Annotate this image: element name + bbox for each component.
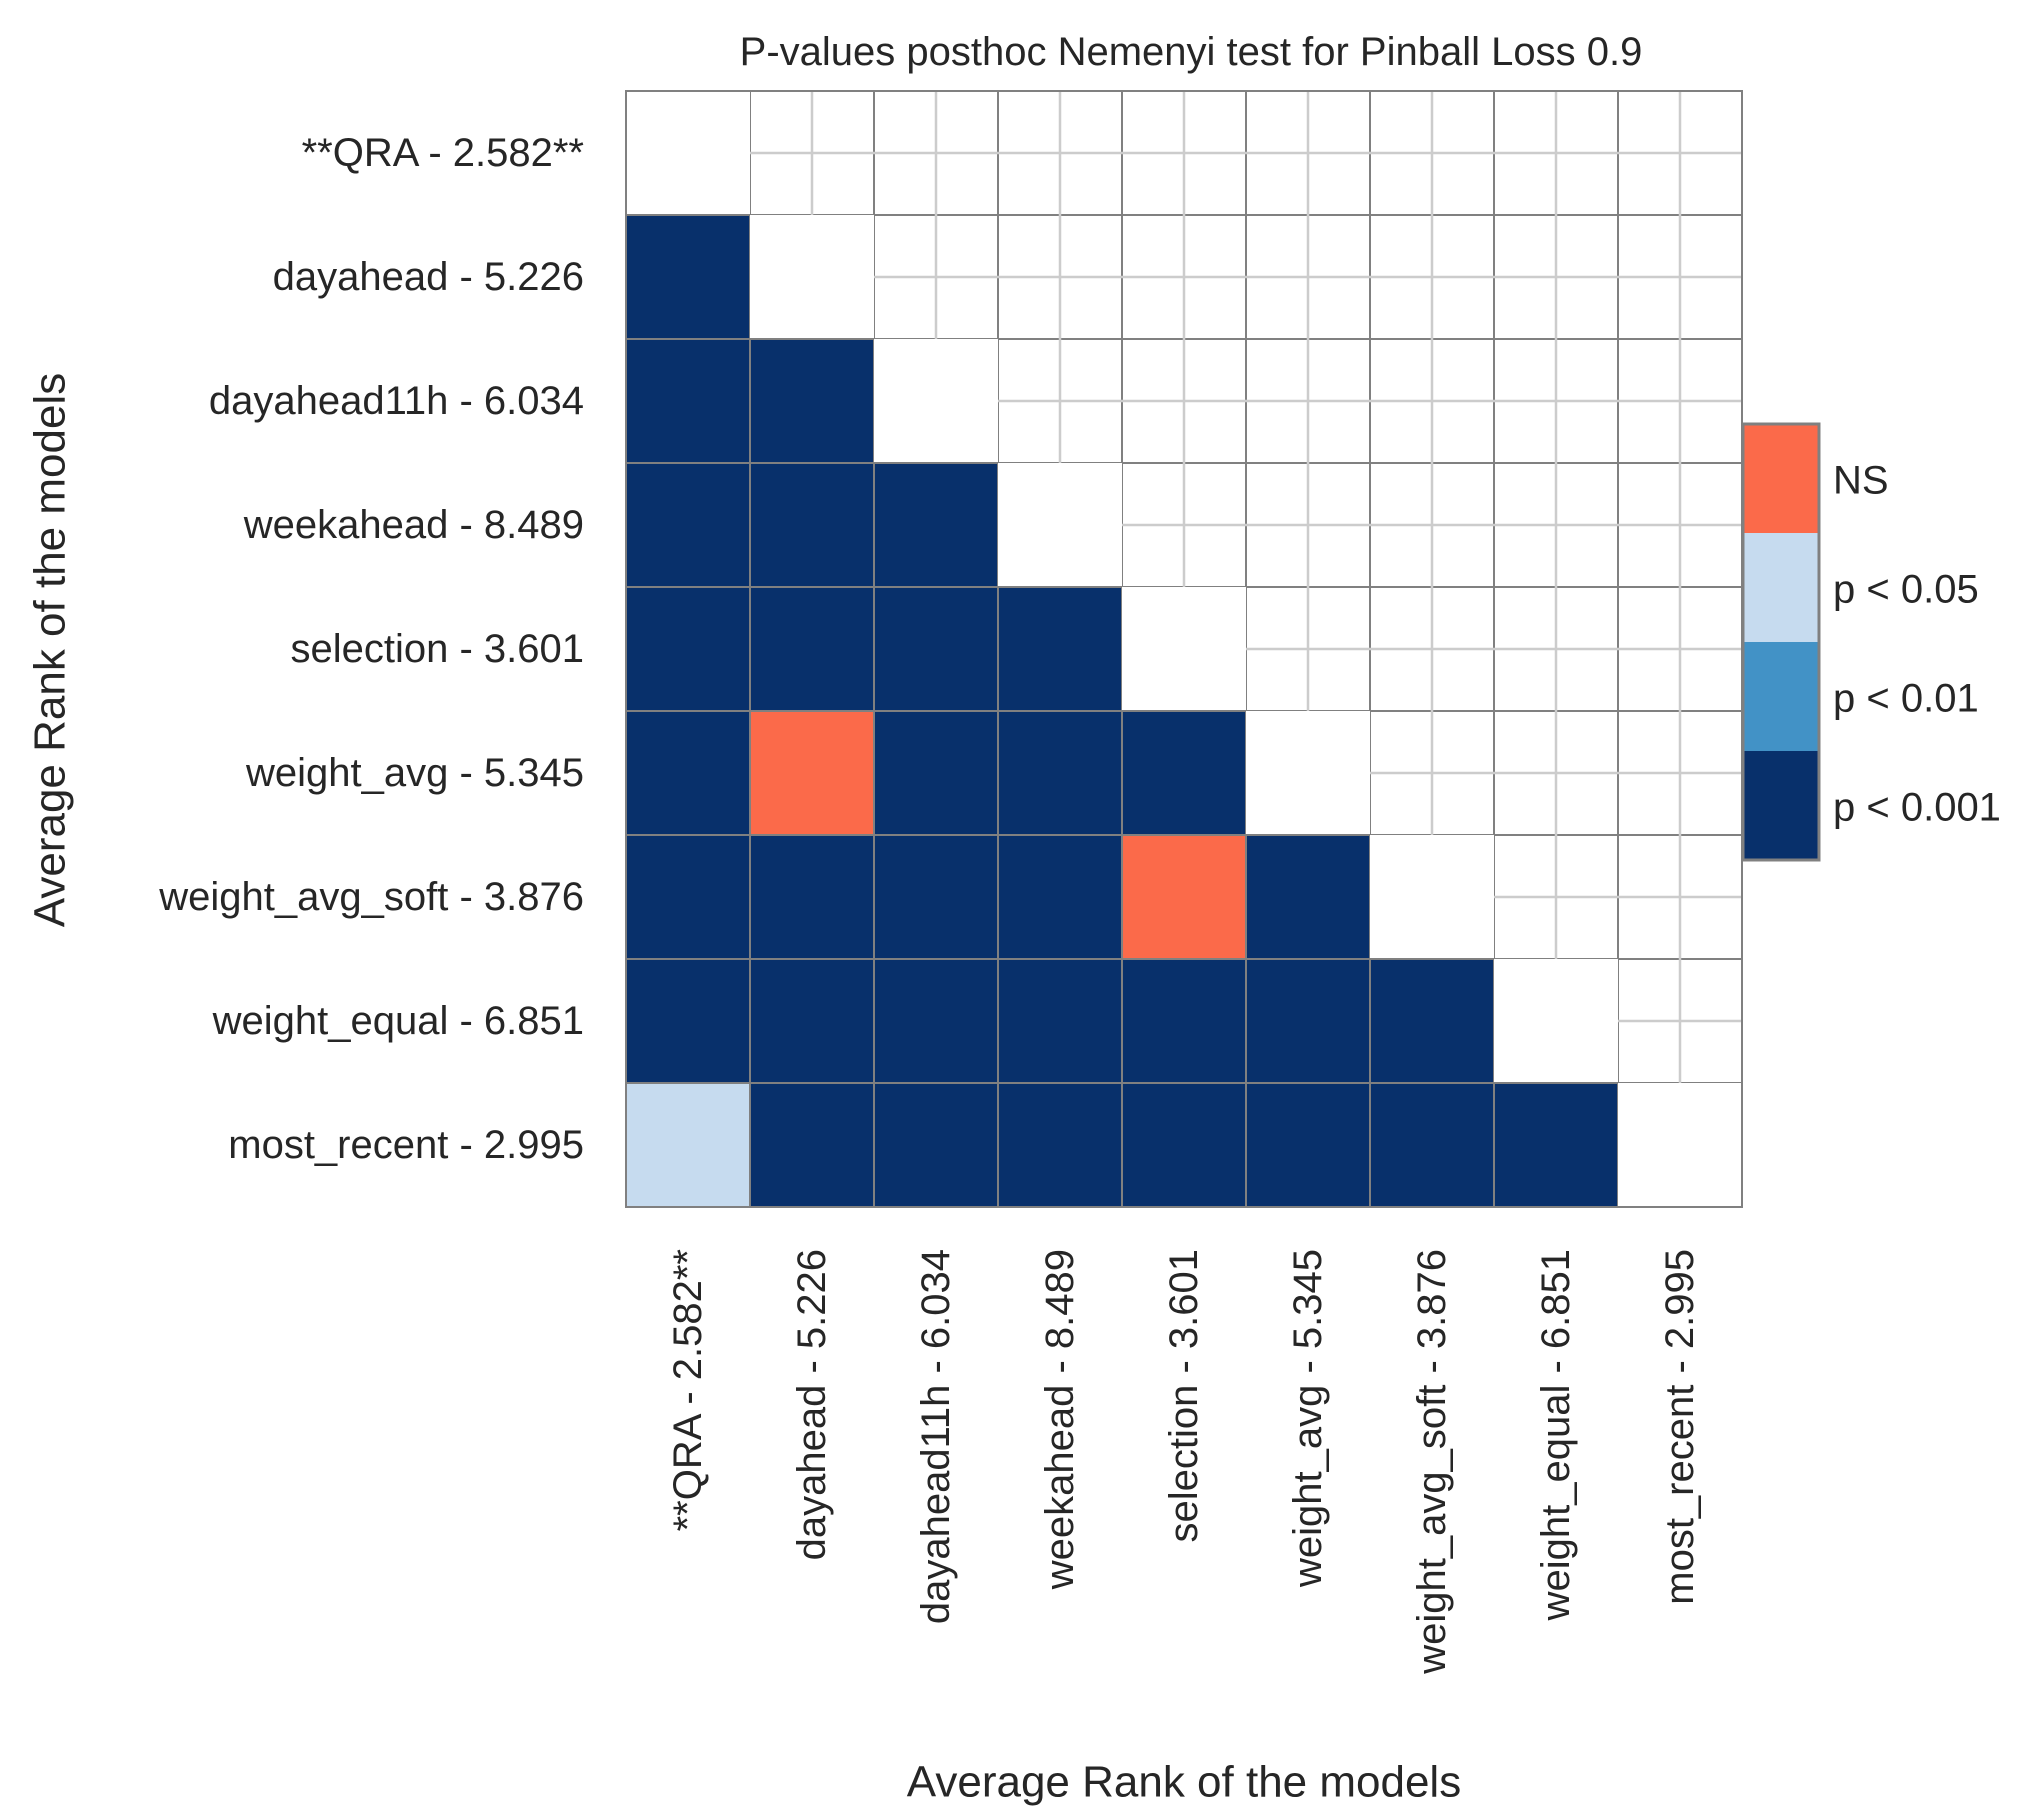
heatmap-cell-diagonal [874, 339, 998, 463]
column-tick-label: weight_avg - 5.345 [1286, 1249, 1330, 1588]
column-tick-label: selection - 3.601 [1162, 1249, 1206, 1543]
heatmap-cell [1369, 1082, 1495, 1208]
heatmap-cell [1245, 1082, 1371, 1208]
legend-swatch [1743, 642, 1819, 751]
heatmap-cell [1245, 958, 1371, 1084]
legend-label: p < 0.01 [1833, 677, 1979, 721]
heatmap-cell [997, 834, 1123, 960]
heatmap-cell [997, 1082, 1123, 1208]
heatmap-cell [625, 338, 751, 464]
heatmap-cell [1245, 834, 1371, 960]
heatmap-cell [873, 710, 999, 836]
row-tick-label: weekahead - 8.489 [243, 503, 584, 547]
column-tick-labels: **QRA - 2.582** dayahead - 5.226 dayahead1… [666, 1249, 1702, 1675]
heatmap-cell [749, 834, 875, 960]
column-tick-label: weekahead - 8.489 [1038, 1249, 1082, 1590]
row-tick-label: **QRA - 2.582** [302, 131, 584, 175]
row-tick-label: dayahead11h - 6.034 [209, 379, 584, 423]
row-tick-label: selection - 3.601 [290, 627, 584, 671]
heatmap-cells [625, 91, 1742, 1208]
row-tick-label: weight_avg - 5.345 [245, 751, 584, 795]
heatmap-cell [625, 710, 751, 836]
heatmap-cell-diagonal [1370, 835, 1494, 959]
row-tick-label: weight_avg_soft - 3.876 [158, 875, 584, 919]
heatmap-cell [1121, 958, 1247, 1084]
heatmap-cell-diagonal [998, 463, 1122, 587]
heatmap-cell-diagonal [750, 215, 874, 339]
heatmap-cell [873, 958, 999, 1084]
column-tick-label: dayahead - 5.226 [790, 1249, 834, 1560]
y-axis-label: Average Rank of the models [26, 373, 75, 927]
heatmap-cell [625, 586, 751, 712]
legend-label: p < 0.05 [1833, 568, 1979, 612]
column-tick-label: dayahead11h - 6.034 [914, 1249, 958, 1624]
row-tick-label: dayahead - 5.226 [273, 255, 584, 299]
heatmap-cell-diagonal [1494, 959, 1618, 1083]
heatmap-cell [997, 958, 1123, 1084]
heatmap-cell [749, 1082, 875, 1208]
heatmap-cell [625, 462, 751, 588]
legend: NS p < 0.05 p < 0.01 p < 0.001 [1741, 422, 2001, 862]
heatmap-cell-diagonal [626, 91, 750, 215]
legend-swatch [1743, 751, 1819, 860]
heatmap-cell [873, 462, 999, 588]
heatmap-cell-diagonal [1246, 711, 1370, 835]
heatmap-cell [1369, 958, 1495, 1084]
heatmap-cell [873, 834, 999, 960]
heatmap-cell [749, 710, 875, 836]
heatmap-cell [1121, 1082, 1247, 1208]
heatmap-cell-diagonal [1122, 587, 1246, 711]
heatmap-cell [997, 710, 1123, 836]
heatmap-cell [873, 586, 999, 712]
heatmap-cell [1493, 1082, 1619, 1208]
heatmap-cell-diagonal [1618, 1083, 1742, 1207]
column-tick-label: **QRA - 2.582** [666, 1249, 710, 1531]
heatmap-cell [997, 586, 1123, 712]
chart-title: P-values posthoc Nemenyi test for Pinbal… [740, 30, 1643, 74]
heatmap-cell [749, 586, 875, 712]
heatmap-cell [749, 462, 875, 588]
heatmap-cell [625, 958, 751, 1084]
column-tick-label: weight_equal - 6.851 [1534, 1249, 1578, 1621]
heatmap-cell [749, 958, 875, 1084]
row-tick-label: most_recent - 2.995 [228, 1123, 584, 1167]
heatmap-cell [625, 214, 751, 340]
legend-swatch [1743, 533, 1819, 642]
column-tick-label: weight_avg_soft - 3.876 [1410, 1249, 1454, 1675]
legend-swatch [1743, 424, 1819, 533]
row-tick-labels: **QRA - 2.582** dayahead - 5.226 dayahead1… [158, 131, 584, 1167]
column-tick-label: most_recent - 2.995 [1658, 1249, 1702, 1605]
heatmap-cell [873, 1082, 999, 1208]
legend-frame [1741, 422, 1821, 862]
row-tick-label: weight_equal - 6.851 [212, 999, 584, 1043]
heatmap-cell [749, 338, 875, 464]
legend-label: p < 0.001 [1833, 786, 2001, 830]
heatmap-cell [625, 1082, 751, 1208]
heatmap-cell [1121, 834, 1247, 960]
x-axis-label: Average Rank of the models [907, 1758, 1461, 1807]
heatmap-cell [625, 834, 751, 960]
heatmap-cell [1121, 710, 1247, 836]
legend-label: NS [1833, 459, 1889, 503]
